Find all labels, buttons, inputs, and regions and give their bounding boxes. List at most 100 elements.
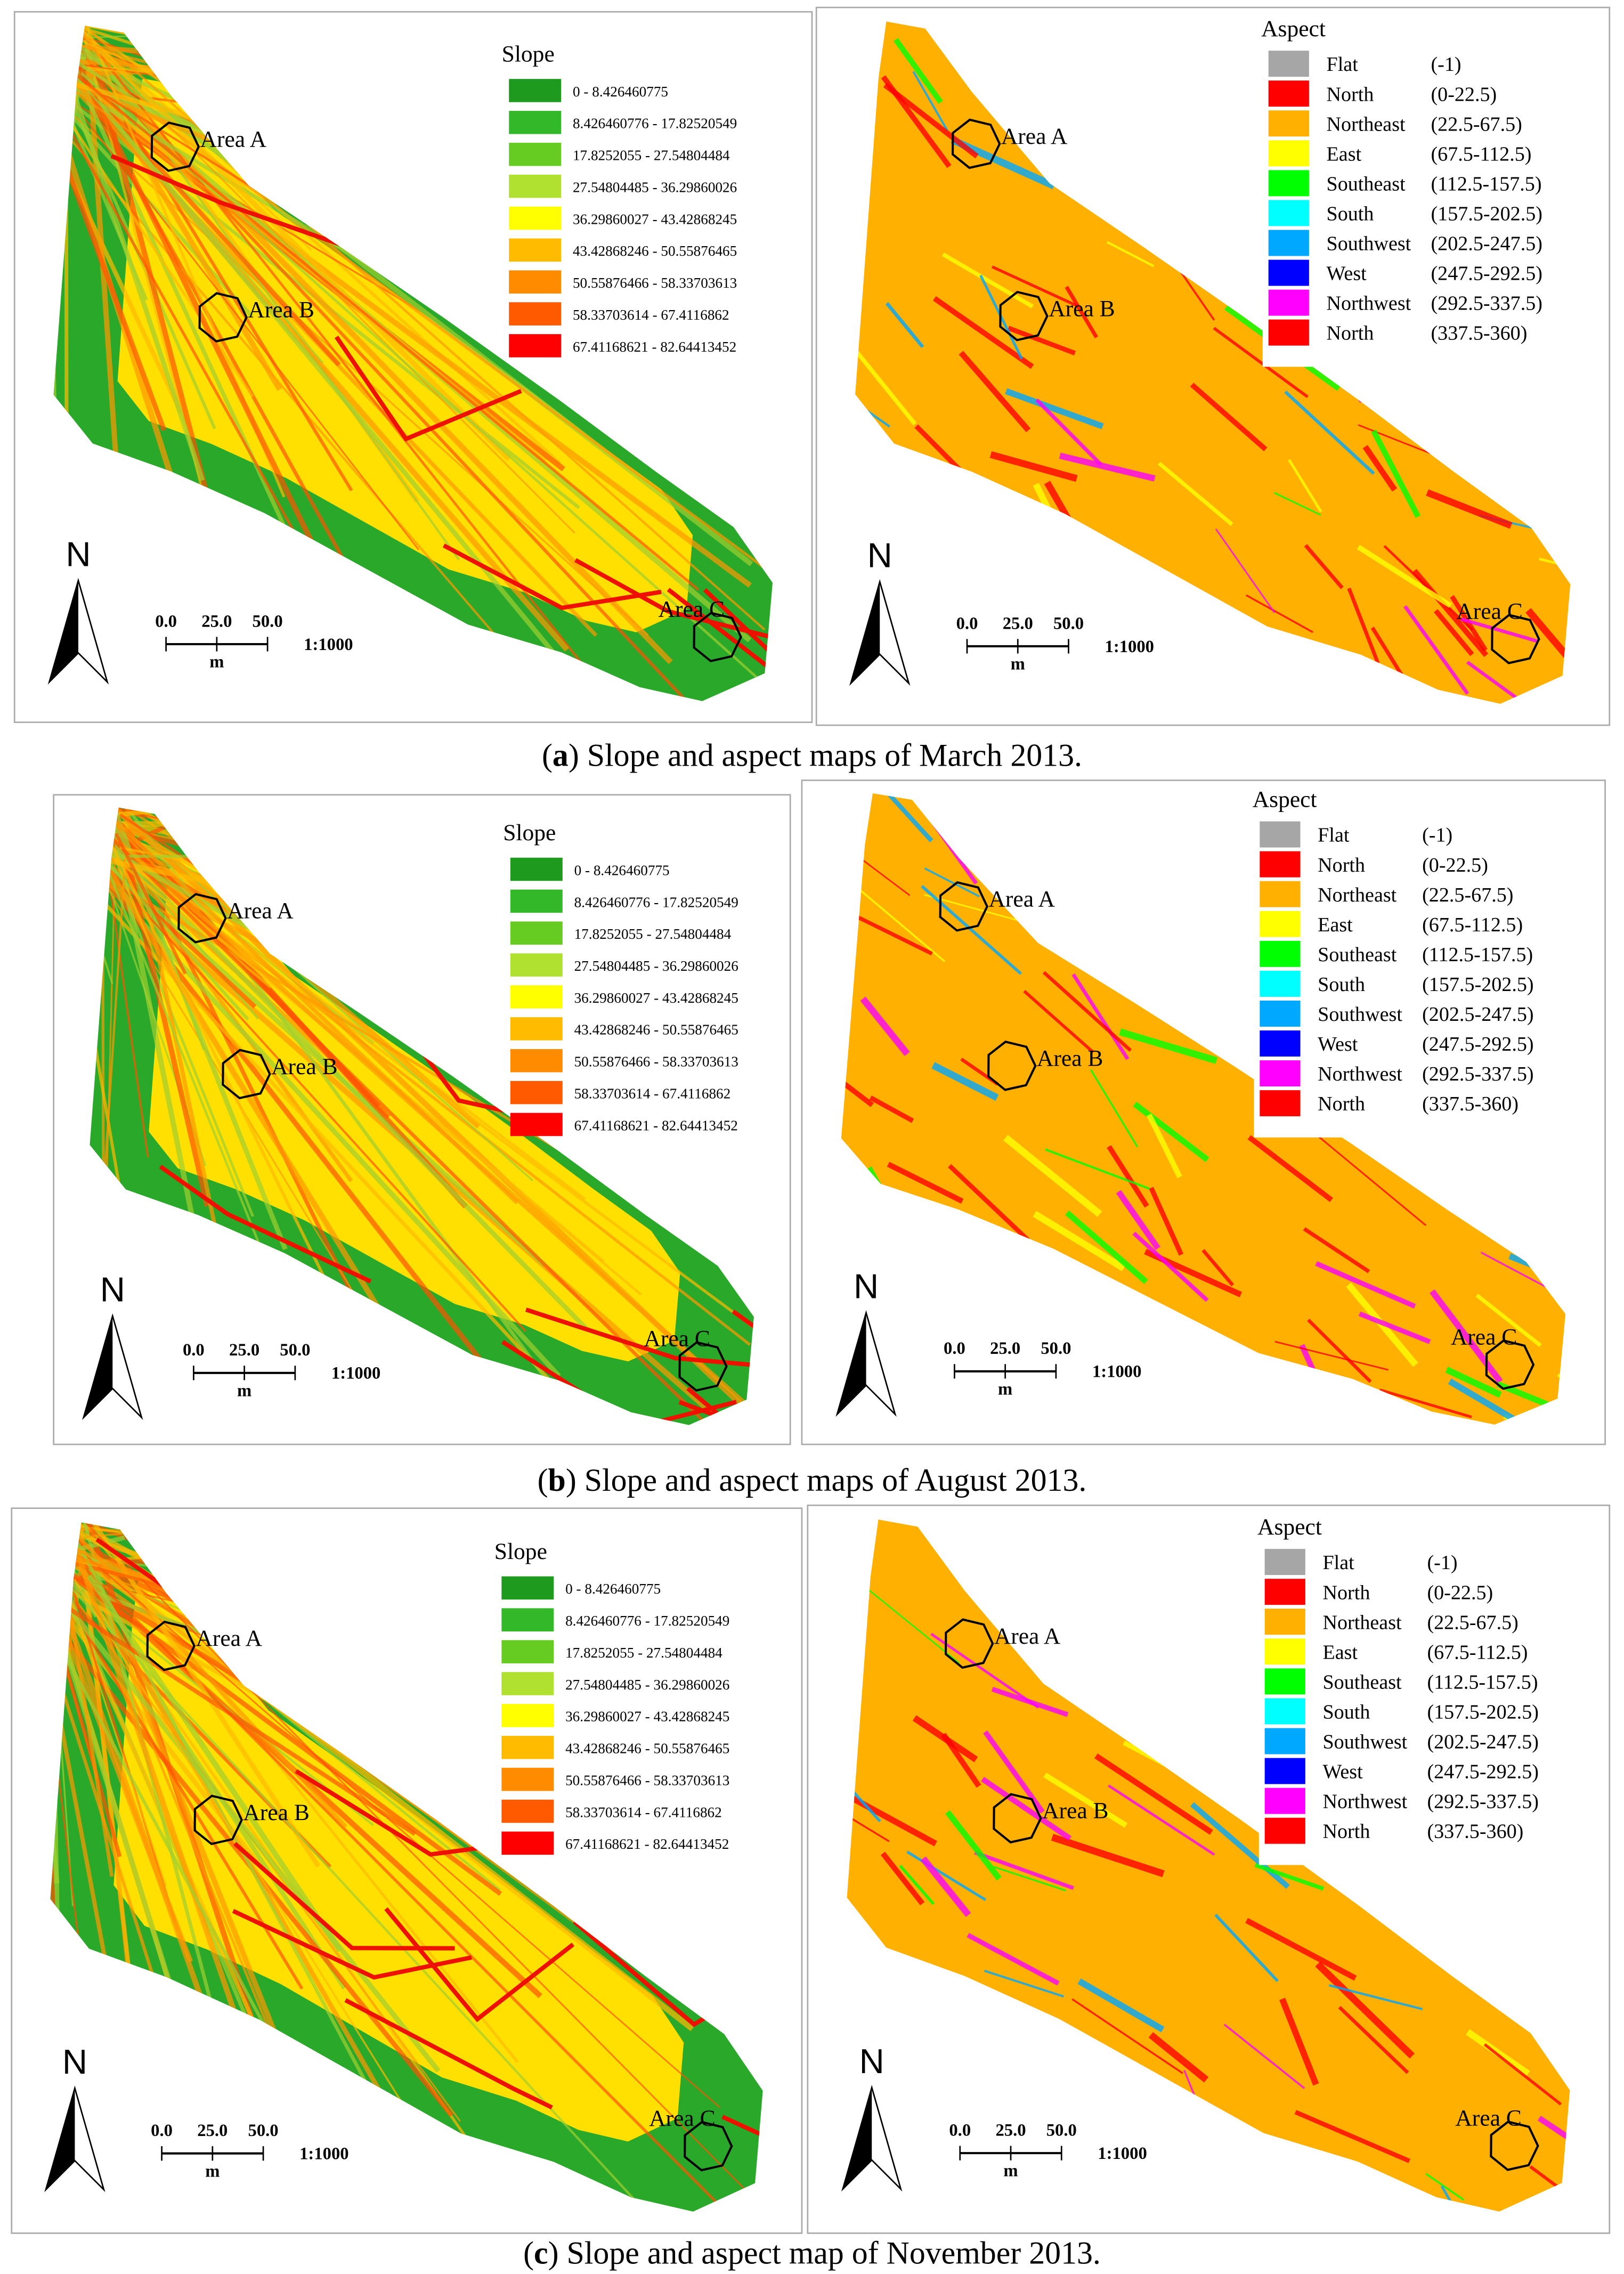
terrain [1466,2029,1530,2077]
area-outline [1490,2121,1539,2171]
terrain [993,1866,1067,1891]
legend-swatch [1268,170,1309,197]
legend-name: North [1318,854,1365,876]
terrain [574,558,773,649]
legend-swatch [1268,259,1309,286]
legend-label: 67.41168621 - 82.64413452 [573,339,736,355]
legend-range: (337.5-360) [1431,322,1527,345]
area-label: Area A [196,1626,262,1651]
area-outline [684,2121,733,2172]
terrain [1213,327,1309,399]
area-outline [198,292,248,343]
legend-name: Flat [1318,824,1350,847]
legend-name: Southeast [1318,944,1397,966]
legend-swatch [1268,140,1309,167]
terrain [847,1808,890,1842]
north-arrow [842,2088,872,2189]
scale-label: 0.0 [949,2121,971,2140]
area-outline [993,1793,1042,1843]
legend-name: North [1323,1821,1370,1843]
terrain [941,252,1034,308]
terrain [920,1856,971,1917]
terrain [967,1933,1060,1986]
terrain [1035,399,1102,466]
caption: (b) Slope and aspect maps of August 2013… [538,1463,1087,1498]
north-arrow [83,1315,113,1418]
area-label: Area B [1042,1798,1108,1824]
legend-swatch [1268,319,1309,346]
terrain [1440,2185,1485,2212]
legend-range: (-1) [1427,1552,1457,1574]
legend-range: (202.5-247.5) [1422,1003,1533,1026]
legend-range: (67.5-112.5) [1427,1641,1528,1663]
caption-letter: a [553,737,569,773]
terrain [1107,1145,1149,1208]
legend-name: Northwest [1327,293,1411,315]
scale-label: 25.0 [990,1339,1020,1358]
terrain [110,816,518,1205]
terrain [113,1576,684,2142]
terrain [76,26,604,692]
caption-part: ( [523,2236,534,2271]
terrain [721,2115,763,2179]
terrain [73,1579,401,2101]
terrain [110,154,345,248]
legend-swatch [509,270,562,294]
terrain [1537,2116,1570,2163]
legend-label: 67.41168621 - 82.64413452 [565,1836,729,1852]
legend-swatch [509,238,562,262]
terrain [1460,617,1538,643]
terrain [841,1065,874,1107]
terrain [1450,595,1488,652]
legend-swatch [1260,821,1301,848]
north-label: N [859,2042,884,2081]
legend-swatch [1268,230,1309,256]
terrain [56,52,587,692]
legend-label: 50.55876466 - 58.33703613 [573,275,737,291]
legend-label: 50.55876466 - 58.33703613 [574,1054,738,1070]
area-label: Area C [1456,598,1523,624]
legend-name: West [1323,1761,1363,1783]
legend-label: 17.8252055 - 27.54804484 [574,926,732,942]
terrain [50,1557,441,2073]
legend-range: (0-22.5) [1431,83,1497,105]
terrain [58,1565,502,1896]
legend-swatch [510,1112,563,1136]
terrain [573,1920,763,2027]
legend-swatch [510,921,563,945]
legend-swatch [1264,1609,1305,1635]
legend-name: Flat [1327,53,1359,76]
legend-range: (157.5-202.5) [1427,1701,1538,1724]
scale-label: 0.0 [944,1339,965,1358]
legend-range: (22.5-67.5) [1427,1611,1518,1634]
terrain [1090,1069,1139,1148]
area-label: Area C [1455,2105,1522,2131]
terrain [384,1907,575,2023]
terrain [72,1522,763,2212]
terrain [1051,1833,1165,1878]
legend-range: (337.5-360) [1427,1821,1523,1843]
legend-swatch [510,1017,563,1041]
legend-swatch [1260,1030,1301,1057]
terrain [90,807,410,1358]
terrain [66,1538,721,2108]
terrain [334,335,522,442]
terrain [90,807,717,1425]
legend-swatch [1268,110,1309,137]
legend-bg [1262,15,1588,367]
scale-label: 25.0 [229,1341,259,1360]
terrain [1426,489,1513,529]
terrain [881,75,952,168]
legend-label: 17.8252055 - 27.54804484 [573,148,730,164]
terrain [930,1633,1040,1709]
legend-swatch [501,1735,554,1759]
legend-swatch [510,889,563,913]
legend-label: 36.29860027 - 43.42868245 [574,990,738,1006]
terrain [1158,461,1233,526]
caption-part: ) Slope and aspect maps of August 2013. [566,1463,1087,1498]
legend-range: (0-22.5) [1422,854,1488,876]
legend-name: Northeast [1323,1611,1402,1634]
terrain [1303,1227,1370,1273]
terrain [1448,1378,1521,1425]
